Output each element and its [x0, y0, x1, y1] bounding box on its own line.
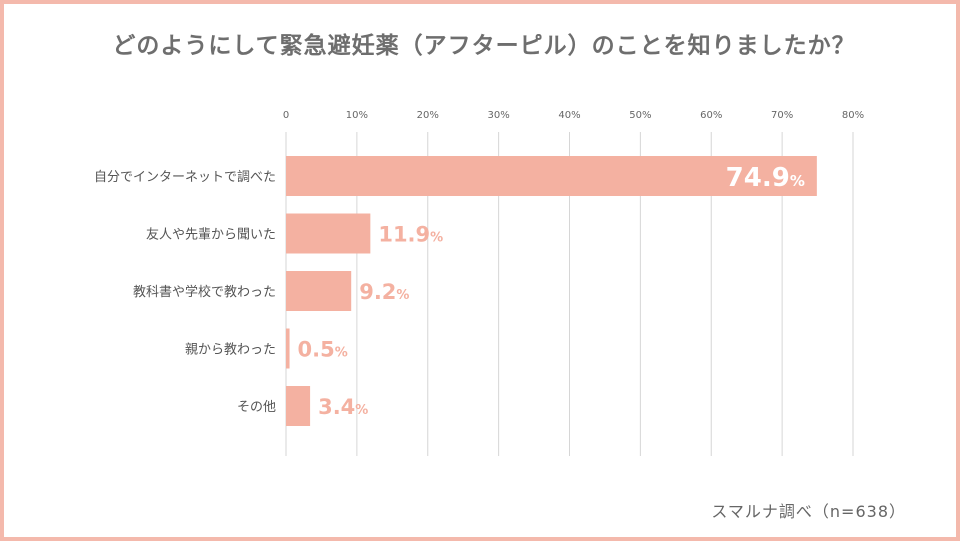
x-tick-label: 30%	[488, 110, 510, 121]
x-tick-label: 60%	[700, 110, 722, 121]
x-tick-label: 80%	[842, 110, 864, 121]
x-tick-label: 20%	[417, 110, 439, 121]
value-label: 0.5%	[298, 338, 348, 362]
value-label: 3.4%	[318, 395, 368, 419]
x-tick-label: 70%	[771, 110, 793, 121]
x-tick-label: 50%	[629, 110, 651, 121]
bar	[286, 328, 290, 369]
bar-chart: 0 10% 20% 30% 40% 50% 60% 70% 80% 自分でインターネットで調べた 7…	[94, 110, 864, 456]
bar	[286, 156, 817, 196]
chart-title: どのようにして緊急避妊薬（アフターピル）のことを知りましたか？	[112, 33, 856, 59]
category-label: 自分でインターネットで調べた	[94, 170, 276, 185]
x-tick-label: 40%	[558, 110, 580, 121]
value-label: 11.9%	[378, 223, 443, 247]
bar	[286, 386, 311, 426]
bar	[286, 271, 352, 311]
x-tick-label: 0	[283, 110, 289, 121]
category-label: 教科書や学校で教わった	[133, 284, 276, 300]
source-note: スマルナ調べ（n=638）	[711, 502, 906, 521]
value-label: 9.2%	[359, 280, 409, 304]
value-label: 74.9%	[726, 163, 805, 193]
category-label: 親から教わった	[185, 342, 276, 358]
bar	[286, 213, 371, 254]
category-label: 友人や先輩から聞いた	[146, 227, 276, 243]
category-label: その他	[237, 400, 276, 415]
x-tick-label: 10%	[346, 110, 368, 121]
